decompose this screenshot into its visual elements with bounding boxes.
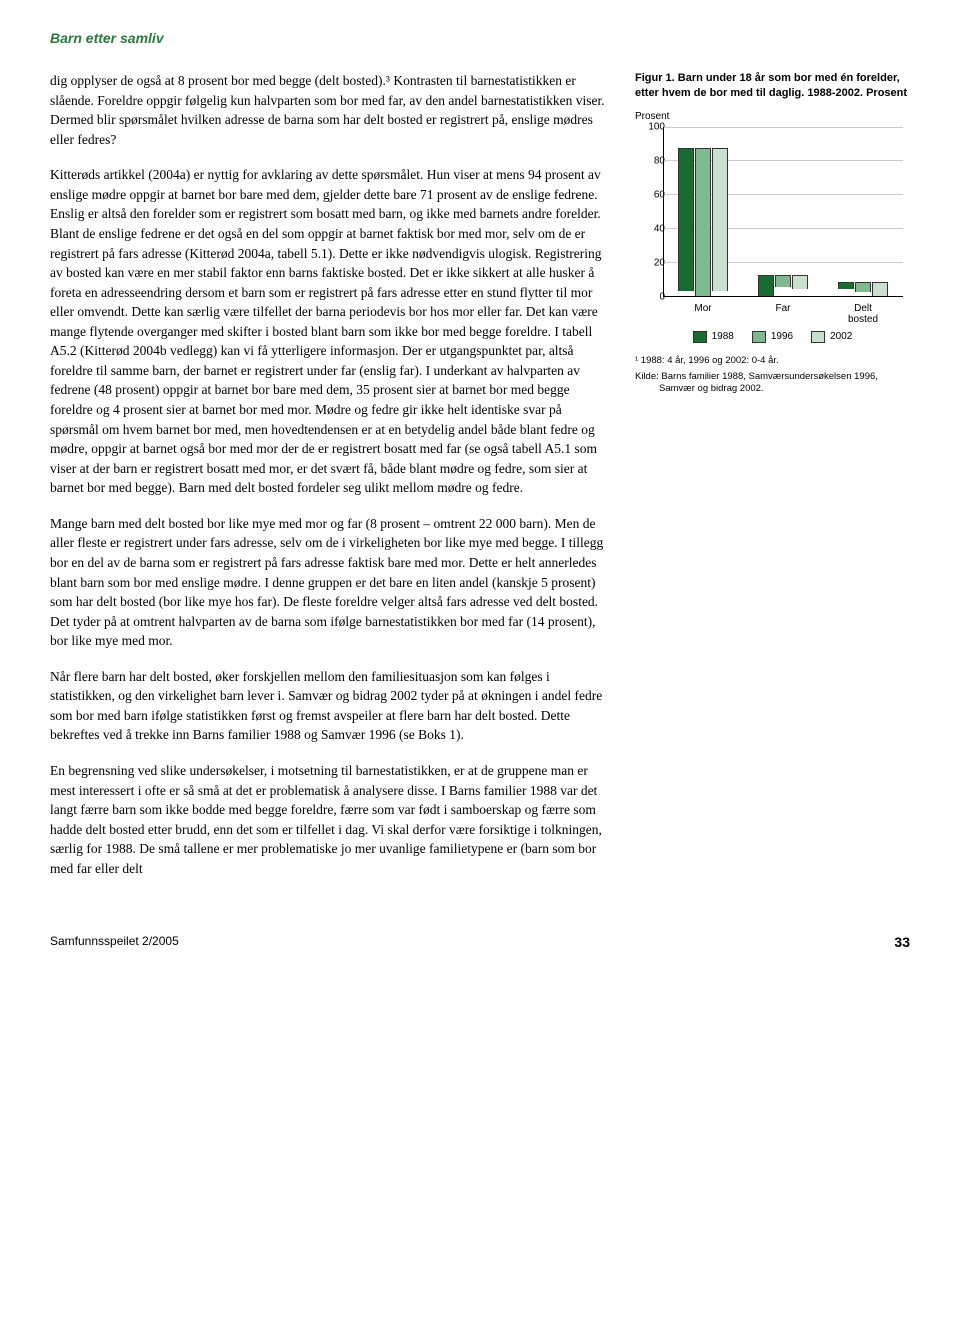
bar-2002 [712,148,728,291]
legend-label: 2002 [830,331,852,342]
bar-group-far [758,275,808,295]
plot-area [663,127,903,297]
bar-1988 [838,282,854,289]
bar-chart: Prosent 100 80 60 40 20 0 [635,111,910,341]
footer-left: Samfunnsspeilet 2/2005 [50,934,179,950]
legend-swatch-icon [752,331,766,343]
legend-item: 2002 [811,331,852,343]
x-label: Delt bosted [840,303,887,325]
main-column: dig opplyser de også at 8 prosent bor me… [50,71,605,894]
bar-1988 [758,275,774,295]
legend-swatch-icon [811,331,825,343]
bar-1996 [855,282,871,292]
figure-footnote: ¹ 1988: 4 år, 1996 og 2002: 0-4 år. [635,355,910,368]
legend-item: 1988 [693,331,734,343]
legend-swatch-icon [693,331,707,343]
body-paragraph: Mange barn med delt bosted bor like mye … [50,514,605,651]
page-number: 33 [894,934,910,950]
figure-column: Figur 1. Barn under 18 år som bor med én… [635,71,910,894]
y-tick: 100 [641,121,665,132]
grid-line [664,127,903,128]
legend-label: 1988 [712,331,734,342]
figure-title: Figur 1. Barn under 18 år som bor med én… [635,71,910,101]
body-paragraph: En begrensning ved slike undersøkelser, … [50,761,605,878]
y-tick: 20 [641,257,665,268]
page-footer: Samfunnsspeilet 2/2005 33 [50,934,910,950]
y-tick: 40 [641,223,665,234]
bar-group-delt [838,282,888,296]
content-wrapper: dig opplyser de også at 8 prosent bor me… [50,71,910,894]
bar-1988 [678,148,694,291]
figure-source: Kilde: Barns familier 1988, Samværsunder… [635,371,910,397]
bar-1996 [775,275,791,287]
body-paragraph: dig opplyser de også at 8 prosent bor me… [50,71,605,149]
body-paragraph: Kitterøds artikkel (2004a) er nyttig for… [50,165,605,498]
legend-item: 1996 [752,331,793,343]
legend-label: 1996 [771,331,793,342]
chart-legend: 1988 1996 2002 [635,331,910,343]
y-tick: 0 [641,291,665,302]
body-paragraph: Når flere barn har delt bosted, øker for… [50,667,605,745]
section-header: Barn etter samliv [50,30,910,46]
y-axis-label: Prosent [635,111,669,122]
bar-2002 [872,282,888,296]
x-label: Mor [694,303,711,314]
bar-1996 [695,148,711,296]
y-tick: 80 [641,155,665,166]
x-label: Far [776,303,791,314]
y-tick: 60 [641,189,665,200]
bar-2002 [792,275,808,289]
bar-group-mor [678,148,728,296]
